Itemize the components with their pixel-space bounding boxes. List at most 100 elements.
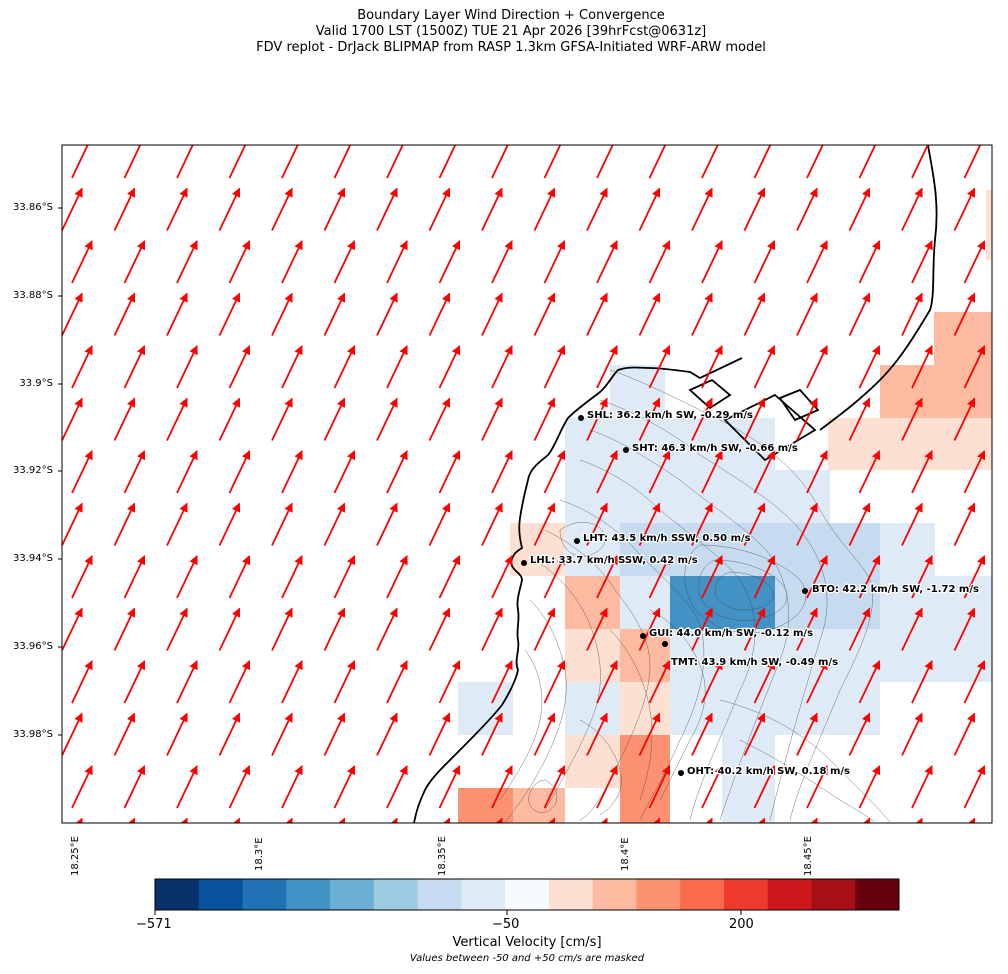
wind-arrow [651, 817, 661, 823]
wind-arrow [953, 187, 976, 231]
colorbar-segment [286, 879, 331, 910]
wind-arrow [71, 145, 93, 179]
wind-arrow [166, 292, 188, 336]
wind-arrow [113, 607, 136, 651]
station-label-shl[interactable]: SHL: 36.2 km/h SW, -0.29 m/s [586, 409, 754, 423]
wind-arrow [228, 765, 251, 809]
wind-arrow [543, 450, 566, 494]
wind-arrow [62, 502, 83, 546]
wind-arrow [963, 240, 986, 284]
wind-arrow [963, 450, 986, 494]
wind-arrow [953, 712, 976, 756]
wind-arrow [966, 817, 976, 823]
wind-arrow [586, 397, 608, 441]
wind-arrow [638, 397, 661, 441]
wind-arrow [701, 145, 723, 179]
wind-arrow [176, 660, 198, 704]
wind-arrow [701, 555, 723, 599]
wind-arrow [861, 817, 871, 823]
wind-arrow [648, 660, 671, 704]
wind-arrow [806, 240, 828, 284]
wind-arrow [743, 712, 766, 756]
station-label-tmt[interactable]: TMT: 43.9 km/h SW, -0.49 m/s [670, 656, 840, 670]
wind-arrow [848, 292, 871, 336]
wind-arrow [176, 555, 198, 599]
wind-arrow [71, 555, 93, 599]
wind-arrow [638, 292, 661, 336]
wind-arrow [701, 765, 723, 809]
colorbar-segment [636, 879, 681, 910]
wind-arrow [533, 397, 556, 441]
wind-arrow [376, 187, 398, 231]
colorbar-segment [242, 879, 287, 910]
wind-arrow [691, 187, 713, 231]
wind-arrow [911, 240, 933, 284]
station-label-oht[interactable]: OHT: 40.2 km/h SW, 0.18 m/s [686, 765, 852, 779]
station-label-lht[interactable]: LHT: 43.5 km/h SSW, 0.50 m/s [582, 532, 752, 546]
wind-arrow [911, 765, 933, 809]
wind-arrow [596, 145, 618, 179]
wind-arrow [753, 660, 776, 704]
wind-arrow [281, 145, 303, 179]
wind-arrow [753, 240, 776, 284]
station-label-sht[interactable]: SHT: 46.3 km/h SW, -0.66 m/s [631, 442, 799, 456]
wind-arrow [953, 292, 976, 336]
wind-arrow [71, 765, 93, 809]
wind-arrow [963, 765, 986, 809]
wind-arrow [376, 397, 398, 441]
wind-arrow [901, 397, 923, 441]
wind-arrow [806, 555, 828, 599]
wind-arrow [533, 712, 556, 756]
colorbar-segment [198, 879, 244, 910]
wind-arrow [691, 502, 713, 546]
wind-arrow [179, 817, 188, 823]
wind-arrow [166, 397, 188, 441]
wind-arrow [858, 555, 881, 599]
wind-arrow [228, 345, 251, 389]
wind-arrow [543, 240, 566, 284]
wind-arrow [848, 397, 871, 441]
wind-arrow [428, 712, 451, 756]
wind-arrow [953, 502, 976, 546]
colorbar-tick-label: −50 [492, 917, 520, 932]
wind-arrow [386, 660, 408, 704]
wind-arrow [438, 345, 461, 389]
wind-arrow [376, 292, 398, 336]
wind-arrow [701, 450, 723, 494]
colorbar-segment [811, 879, 856, 910]
lat-label: 33.9°S [19, 378, 53, 389]
wind-arrow [491, 345, 513, 389]
wind-arrow [323, 292, 346, 336]
wind-arrow [648, 345, 671, 389]
colorbar-segment [373, 879, 419, 910]
wind-arrow [166, 502, 188, 546]
wind-arrow [71, 660, 93, 704]
wind-arrow [428, 607, 451, 651]
wind-arrow [281, 345, 303, 389]
wind-arrow [123, 660, 146, 704]
wind-arrow [858, 145, 881, 179]
wind-arrow [648, 240, 671, 284]
wind-arrow [638, 712, 661, 756]
wind-arrow [599, 817, 608, 823]
station-label-bto[interactable]: BTO: 42.2 km/h SW, -1.72 m/s [811, 583, 980, 597]
wind-arrow [481, 292, 503, 336]
wind-arrow [901, 607, 923, 651]
wind-arrow [284, 817, 293, 823]
wind-arrow [428, 187, 451, 231]
wind-arrow [691, 292, 713, 336]
wind-arrow [691, 397, 713, 441]
wind-arrow [271, 292, 293, 336]
wind-arrow [756, 817, 766, 823]
plot-frame [61, 144, 993, 824]
wind-arrow [911, 450, 933, 494]
wind-arrow [858, 240, 881, 284]
wind-arrow [176, 345, 198, 389]
station-label-gui[interactable]: GUI: 44.0 km/h SW, -0.12 m/s [648, 627, 815, 641]
wind-arrow [438, 765, 461, 809]
station-label-lhl[interactable]: LHL: 33.7 km/h SSW, 0.42 m/s [529, 554, 699, 568]
wind-arrow [166, 187, 188, 231]
wind-arrow [648, 765, 671, 809]
wind-arrow [533, 292, 556, 336]
figure-title: Boundary Layer Wind Direction + Converge… [0, 8, 1008, 56]
